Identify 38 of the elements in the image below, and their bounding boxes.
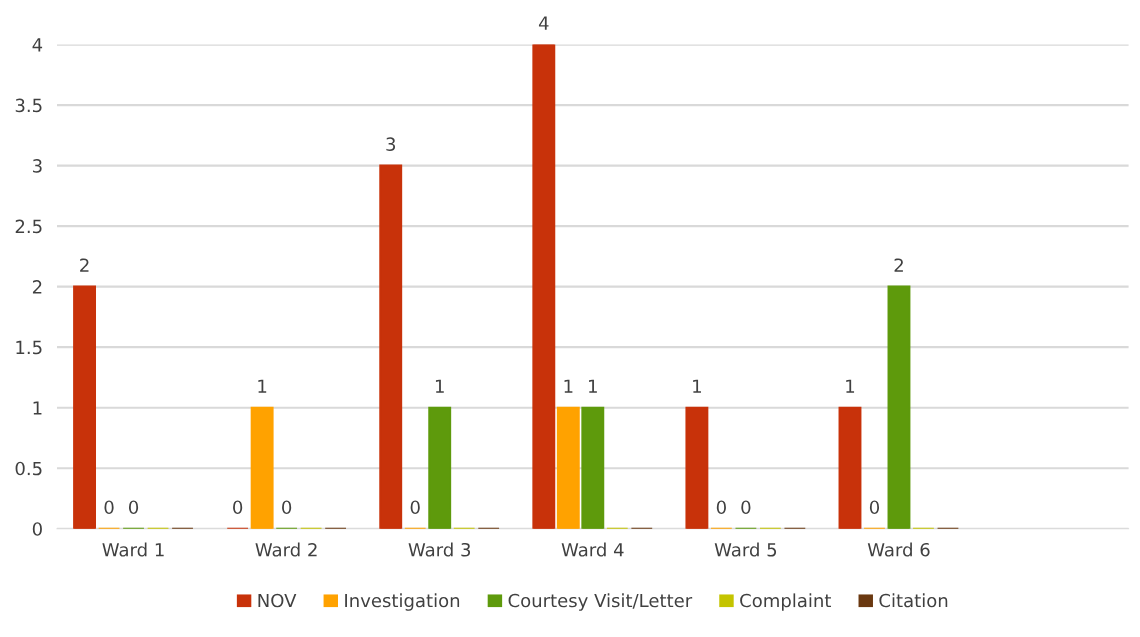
- legend-label: Citation: [879, 593, 948, 608]
- legend-label: Courtesy Visit/Letter: [508, 593, 693, 611]
- legend-label: Complaint: [740, 593, 832, 611]
- data-label: 0: [410, 500, 420, 515]
- x-tick-label: Ward 3: [408, 542, 471, 557]
- data-label: 0: [716, 500, 726, 515]
- y-tick-label: 2.5: [15, 219, 42, 234]
- data-label: 3: [386, 137, 396, 152]
- data-label: 0: [104, 500, 114, 515]
- y-tick-label: 3.5: [15, 98, 42, 113]
- x-tick-label: Ward 6: [867, 542, 930, 557]
- data-label: 0: [282, 500, 292, 515]
- data-label: 1: [564, 379, 573, 393]
- data-label: 2: [894, 258, 903, 272]
- legend-label: NOV: [258, 593, 297, 608]
- y-tick-label: 0.5: [15, 461, 42, 476]
- legend-label: Investigation: [345, 593, 460, 611]
- data-label: 1: [693, 379, 701, 393]
- data-label: 0: [741, 500, 751, 515]
- data-label: 1: [435, 379, 444, 393]
- y-tick-label: 0: [32, 522, 42, 536]
- data-label: 1: [258, 379, 267, 393]
- x-tick-label: Ward 1: [102, 542, 164, 557]
- x-tick-label: Ward 5: [714, 542, 777, 557]
- data-label: 1: [846, 379, 855, 393]
- x-tick-label: Ward 4: [561, 542, 624, 557]
- y-tick-label: 2: [32, 280, 42, 294]
- x-tick-label: Ward 2: [255, 542, 317, 557]
- data-label: 0: [233, 500, 243, 515]
- y-tick-label: 1: [33, 401, 42, 415]
- data-label: 0: [128, 500, 139, 515]
- data-label: 2: [80, 258, 89, 272]
- data-label: 1: [589, 379, 597, 393]
- y-tick-label: 4: [32, 38, 43, 52]
- data-label: 0: [869, 500, 880, 515]
- y-tick-label: 3: [33, 159, 42, 173]
- y-tick-label: 1.5: [16, 340, 42, 355]
- data-label: 4: [538, 16, 549, 30]
